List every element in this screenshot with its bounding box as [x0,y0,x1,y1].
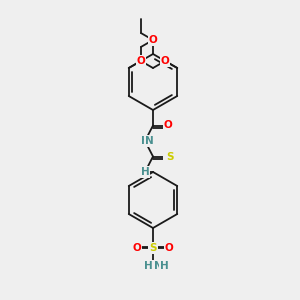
Text: H: H [141,136,149,146]
Text: H: H [141,167,149,177]
Text: S: S [166,152,174,161]
Text: H: H [144,261,152,271]
Text: S: S [164,152,172,161]
Text: N: N [154,261,162,271]
Text: O: O [148,35,158,45]
Text: O: O [164,121,172,130]
Text: O: O [136,56,145,66]
Text: O: O [165,243,173,253]
Text: H: H [160,261,168,271]
Text: S: S [149,243,157,253]
Text: O: O [161,56,170,66]
Text: N: N [145,136,153,146]
Text: O: O [133,243,141,253]
